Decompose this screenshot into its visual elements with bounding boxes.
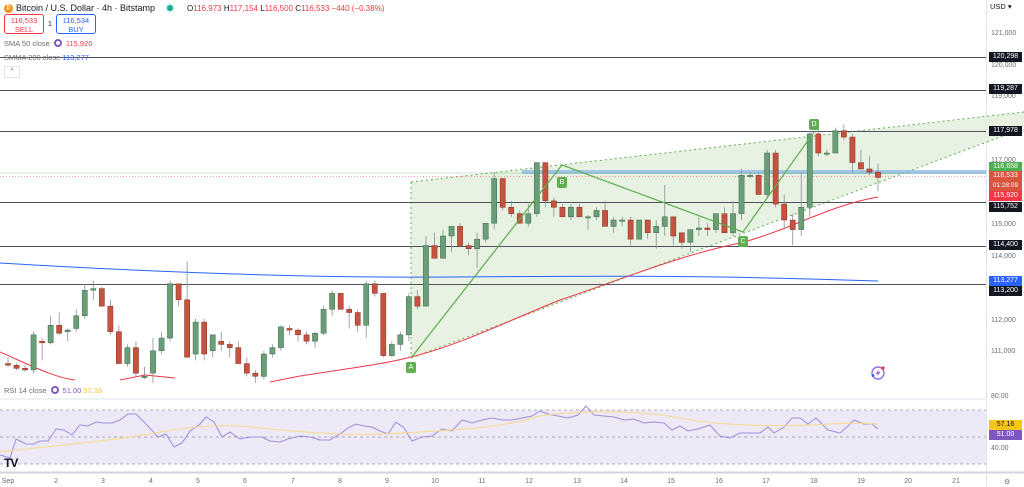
pattern-point-a[interactable]: A bbox=[406, 362, 416, 373]
date-tick-label: 13 bbox=[573, 478, 581, 485]
spread-value: 1 bbox=[48, 20, 52, 28]
date-tick-label: 17 bbox=[762, 478, 770, 485]
price-tag: 117,978 bbox=[989, 126, 1022, 136]
price-tick-label: 114,000 bbox=[991, 253, 1016, 260]
date-tick-label: 11 bbox=[478, 478, 486, 485]
price-tick-label: 119,000 bbox=[991, 93, 1016, 100]
date-tick-label: 12 bbox=[525, 478, 533, 485]
date-tick-label: 9 bbox=[385, 478, 389, 485]
date-tick-label: 3 bbox=[101, 478, 105, 485]
sell-button[interactable]: 116,533 SELL bbox=[4, 14, 44, 34]
wedge-pattern[interactable] bbox=[0, 111, 1024, 359]
price-tick-label: 121,000 bbox=[991, 30, 1017, 37]
date-tick-label: 20 bbox=[904, 478, 912, 485]
buy-button[interactable]: 116,534 BUY bbox=[55, 14, 96, 34]
rsi-tick-label: 80.00 bbox=[991, 393, 1009, 400]
price-tag: 116,533 01:28:09 bbox=[989, 171, 1022, 191]
pattern-point-b[interactable]: B bbox=[557, 177, 567, 188]
indicator-settings-icon[interactable] bbox=[50, 386, 59, 394]
price-tag: 51.00 bbox=[989, 430, 1022, 440]
price-tag: 119,287 bbox=[989, 84, 1022, 94]
abcd-pattern[interactable] bbox=[410, 131, 815, 359]
price-tag: 116,658 bbox=[989, 162, 1022, 172]
indicator-settings-icon[interactable] bbox=[53, 39, 62, 47]
pattern-point-c[interactable]: C bbox=[738, 236, 748, 247]
price-tag: 113,200 bbox=[989, 286, 1022, 296]
date-tick-label: 14 bbox=[620, 478, 628, 485]
date-tick-label: 19 bbox=[857, 478, 865, 485]
alert-lightning-icon[interactable] bbox=[871, 366, 885, 380]
price-tag: 115,752 bbox=[989, 202, 1022, 212]
rsi-pane bbox=[0, 405, 986, 465]
market-open-status-icon bbox=[167, 5, 174, 11]
pattern-point-d[interactable]: D bbox=[809, 119, 819, 130]
currency-selector[interactable]: USD ▾ bbox=[990, 2, 1012, 11]
collapse-legend-button[interactable]: ^ bbox=[4, 66, 20, 78]
tradingview-logo-icon: TV bbox=[4, 456, 18, 470]
price-tick-label: 115,000 bbox=[991, 221, 1016, 228]
price-change: −440 (−0.38%) bbox=[331, 3, 385, 13]
price-tag: 57.16 bbox=[989, 420, 1022, 430]
trade-buttons: 116,533 SELL 1 116,534 BUY bbox=[4, 14, 96, 34]
date-tick-label: 16 bbox=[715, 478, 723, 485]
price-tick-label: 111,000 bbox=[991, 348, 1016, 355]
price-tag: 114,400 bbox=[989, 240, 1022, 250]
date-tick-label: 21 bbox=[952, 478, 960, 485]
price-tag: 120,298 bbox=[989, 52, 1022, 62]
sma50-legend[interactable]: SMA 50 close 115,920 bbox=[4, 39, 93, 48]
date-tick-label: Sep bbox=[1, 478, 15, 485]
date-tick-label: 4 bbox=[149, 478, 153, 485]
price-tag: 115,920 bbox=[989, 191, 1022, 201]
date-tick-label: 2 bbox=[54, 478, 58, 485]
rsi-legend[interactable]: RSI 14 close 51.00 57.16 bbox=[4, 386, 103, 395]
bitcoin-logo-icon: ₿ bbox=[4, 3, 13, 13]
rsi-tick-label: 40.00 bbox=[991, 445, 1009, 452]
price-tick-label: 112,000 bbox=[991, 317, 1016, 324]
symbol-title[interactable]: Bitcoin / U.S. Dollar · 4h · Bitstamp bbox=[16, 3, 156, 13]
date-tick-label: 5 bbox=[196, 478, 200, 485]
smma200-legend[interactable]: SMMA 200 close 113,277 bbox=[4, 53, 89, 62]
ohlc-values: O116,973 H117,154 L116,500 C116,533 −440… bbox=[187, 3, 385, 13]
price-tick-label: 120,000 bbox=[991, 62, 1017, 69]
date-tick-label: 8 bbox=[338, 478, 342, 485]
chart-legend: ₿ Bitcoin / U.S. Dollar · 4h · Bitstamp … bbox=[4, 2, 384, 14]
settings-gear-icon[interactable]: ⚙ bbox=[1003, 479, 1011, 486]
price-tick-label: 117,000 bbox=[991, 157, 1016, 164]
date-tick-label: 10 bbox=[431, 478, 439, 485]
date-tick-label: 6 bbox=[243, 478, 247, 485]
date-tick-label: 7 bbox=[291, 478, 295, 485]
date-tick-label: 15 bbox=[667, 478, 675, 485]
price-tag: 113,277 bbox=[989, 276, 1022, 286]
date-tick-label: 18 bbox=[810, 478, 818, 485]
